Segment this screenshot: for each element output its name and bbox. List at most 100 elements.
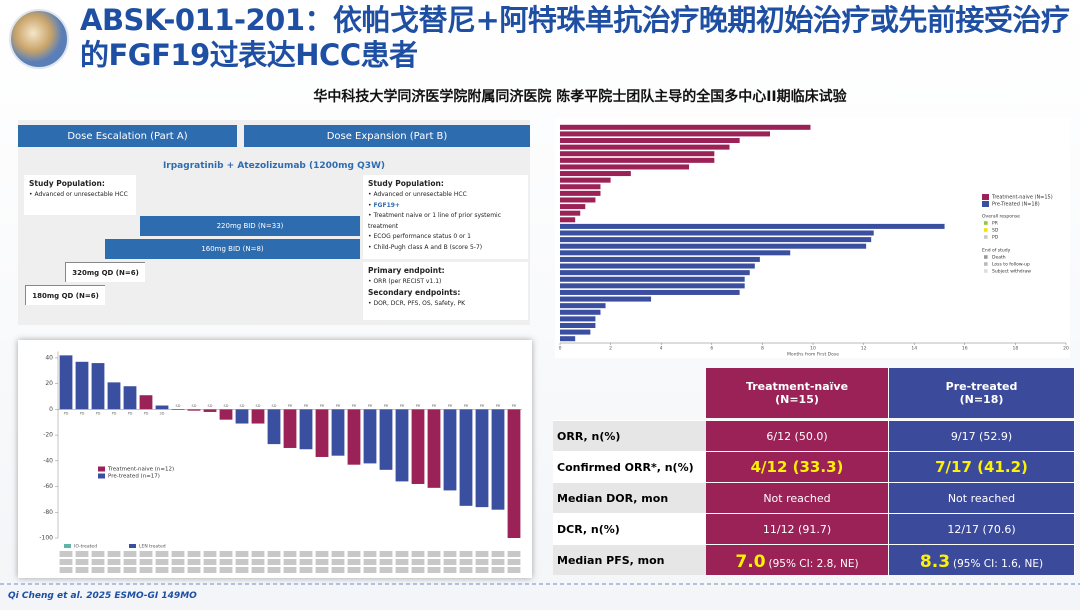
- legend-group-title: End of study: [982, 248, 1011, 254]
- x-tick-label: 12: [861, 346, 867, 352]
- secondary-title: Secondary endpoints:: [368, 287, 461, 297]
- table-cell: Not reached: [706, 482, 889, 513]
- dose-box: 160mg BID (N=8): [105, 239, 360, 259]
- citation: Qi Cheng et al. 2025 ESMO-GI 149MO: [8, 591, 197, 601]
- legend-marker: [984, 228, 988, 232]
- population-b: Study Population: • Advanced or unresect…: [363, 175, 528, 259]
- table-cell: 7/17 (41.2): [889, 451, 1075, 482]
- swimmer-bar: [560, 329, 591, 335]
- waterfall-panel: [18, 340, 532, 578]
- confidence-interval: (95% CI: 1.6, NE): [953, 558, 1044, 570]
- dose-box: 180mg QD (N=6): [25, 285, 105, 305]
- legend-group-title: Overall response: [982, 214, 1020, 220]
- x-tick-label: 18: [1013, 346, 1019, 352]
- swimmer-bar: [560, 210, 581, 216]
- table-cell: 12/17 (70.6): [889, 513, 1075, 544]
- legend-label: Treatment-naive (N=15): [991, 195, 1053, 201]
- list-item: • FGF19+: [368, 201, 400, 209]
- x-axis-label: Months from First Dose: [787, 352, 839, 358]
- swimmer-bar: [560, 171, 631, 177]
- table-cell: 9/17 (52.9): [889, 420, 1075, 451]
- endpoints: Primary endpoint: • ORR (per RECIST v1.1…: [363, 262, 528, 320]
- population-a-list: • Advanced or unresectable HCC: [29, 190, 131, 201]
- dose-box: 320mg QD (N=6): [65, 262, 145, 282]
- bullet-text: Child-Pugh class A and B (score 5-7): [373, 243, 483, 251]
- dose-box: 220mg BID (N=33): [140, 216, 360, 236]
- swimmer-bar: [560, 336, 576, 342]
- swimmer-bar: [560, 217, 576, 223]
- slide-title: ABSK-011-201：依帕戈替尼+阿特珠单抗治疗晚期初始治疗或先前接受治疗的…: [80, 3, 1070, 72]
- legend-item: Death: [992, 255, 1006, 261]
- list-item: • Treatment naive or 1 line of prior sys…: [368, 212, 502, 230]
- part-a-header: Dose Escalation (Part A): [18, 125, 237, 147]
- list-item: • DOR, DCR, PFS, OS, Safety, PK: [368, 299, 466, 307]
- swimmer-bar: [560, 322, 596, 328]
- swimmer-bar: [560, 177, 611, 183]
- plot-background: [555, 118, 1070, 358]
- swimmer-bar: [560, 296, 652, 302]
- part-b-header: Dose Expansion (Part B): [244, 125, 530, 147]
- swimmer-bar: [560, 276, 745, 282]
- x-tick-label: 16: [962, 346, 968, 352]
- swimmer-bar: [560, 151, 715, 157]
- x-tick-label: 2: [609, 346, 612, 352]
- table-cell: 4/12 (33.3): [706, 451, 889, 482]
- legend-marker: [984, 235, 988, 239]
- legend-item: Subject withdraw: [992, 269, 1031, 275]
- legend-item: PR: [992, 221, 998, 227]
- list-item: • Child-Pugh class A and B (score 5-7): [368, 243, 483, 251]
- swimmer-bar: [560, 190, 601, 196]
- table-cell: 7.0 (95% CI: 2.8, NE): [706, 544, 889, 575]
- swimmer-bar: [560, 223, 945, 229]
- swimmer-bar: [560, 283, 745, 289]
- table-cell: 6/12 (50.0): [706, 420, 889, 451]
- highlight-value: 8.3: [919, 552, 951, 572]
- column-name: Pre-treated: [945, 380, 1018, 393]
- population-b-list: • Advanced or unresectable HCC • FGF19+ • …: [368, 190, 523, 253]
- swimmer-bar: [560, 157, 715, 163]
- bullet-text: ECOG performance status 0 or 1: [373, 233, 471, 240]
- legend-swatch: [982, 201, 989, 207]
- secondary-list: • DOR, DCR, PFS, OS, Safety, PK: [368, 299, 523, 310]
- row-label: DCR, n(%): [553, 513, 706, 544]
- bullet-text: Treatment naive or 1 line of prior syste…: [368, 212, 502, 230]
- bullet-text: ORR (per RECIST v1.1): [373, 278, 442, 285]
- bullet-text: Advanced or unresectable HCC: [34, 191, 128, 198]
- results-table: Treatment-naïve (N=15) Pre-treated (N=18) OR…: [553, 368, 1075, 575]
- population-a: Study Population: • Advanced or unresect…: [24, 175, 136, 215]
- row-label: Confirmed ORR*, n(%): [553, 451, 706, 482]
- column-header: Pre-treated (N=18): [889, 368, 1075, 418]
- swimmer-bar: [560, 124, 811, 130]
- list-item: • Advanced or unresectable HCC: [368, 191, 467, 198]
- table-cell: Not reached: [889, 482, 1075, 513]
- logo: [9, 9, 69, 69]
- table-cell: 8.3 (95% CI: 1.6, NE): [889, 544, 1075, 575]
- primary-list: • ORR (per RECIST v1.1): [368, 277, 523, 288]
- swimmer-bar: [560, 303, 606, 309]
- swimmer-bar: [560, 263, 755, 269]
- column-name: Treatment-naïve: [745, 380, 849, 393]
- highlight-value: 7.0: [735, 552, 766, 572]
- column-n: (N=18): [959, 393, 1004, 406]
- bullet-text: DOR, DCR, PFS, OS, Safety, PK: [373, 299, 466, 307]
- swimmer-bar: [560, 144, 730, 150]
- column-n: (N=15): [775, 393, 819, 406]
- legend-marker: [984, 269, 988, 273]
- swimmer-bar: [560, 131, 770, 137]
- swimmer-bar: [560, 164, 690, 170]
- legend-item: PD: [992, 235, 999, 241]
- x-tick-label: 10: [810, 346, 816, 352]
- population-b-title: Study Population:: [368, 179, 444, 188]
- table-cell: 11/12 (91.7): [706, 513, 889, 544]
- x-tick-label: 14: [911, 346, 917, 352]
- swimmer-bar: [560, 204, 586, 210]
- swimmer-bar: [560, 309, 601, 315]
- legend-item: Loss to follow-up: [992, 262, 1030, 268]
- swimmer-bar: [560, 316, 596, 322]
- x-tick-label: 6: [710, 346, 713, 352]
- row-label: ORR, n(%): [553, 420, 706, 451]
- list-item: • ORR (per RECIST v1.1): [368, 278, 442, 285]
- legend-marker: [984, 255, 988, 259]
- x-tick-label: 20: [1063, 346, 1069, 352]
